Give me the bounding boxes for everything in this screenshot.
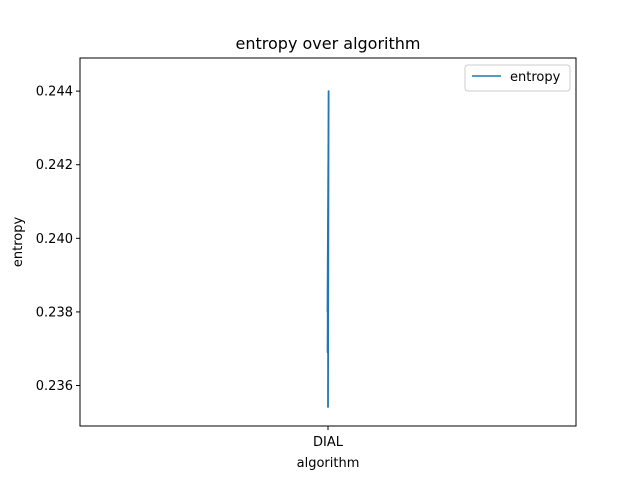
legend: entropy [464, 64, 571, 92]
x-axis-label: algorithm [297, 456, 360, 471]
chart-title: entropy over algorithm [236, 34, 421, 53]
y-axis-ticks: 0.236 0.238 0.240 0.242 0.244 [36, 85, 80, 394]
x-tick-label: DIAL [313, 435, 344, 450]
legend-box [464, 64, 571, 92]
series-line-entropy [326, 90, 330, 408]
x-axis-ticks: DIAL [313, 426, 344, 450]
y-tick-label: 0.236 [36, 379, 73, 394]
y-tick-label: 0.238 [36, 305, 73, 320]
plot-lines [326, 90, 330, 408]
y-tick-label: 0.244 [36, 85, 73, 100]
y-tick-label: 0.242 [36, 158, 73, 173]
legend-label-entropy: entropy [510, 70, 561, 85]
y-tick-label: 0.240 [36, 232, 73, 247]
y-axis-label: entropy [11, 217, 26, 268]
